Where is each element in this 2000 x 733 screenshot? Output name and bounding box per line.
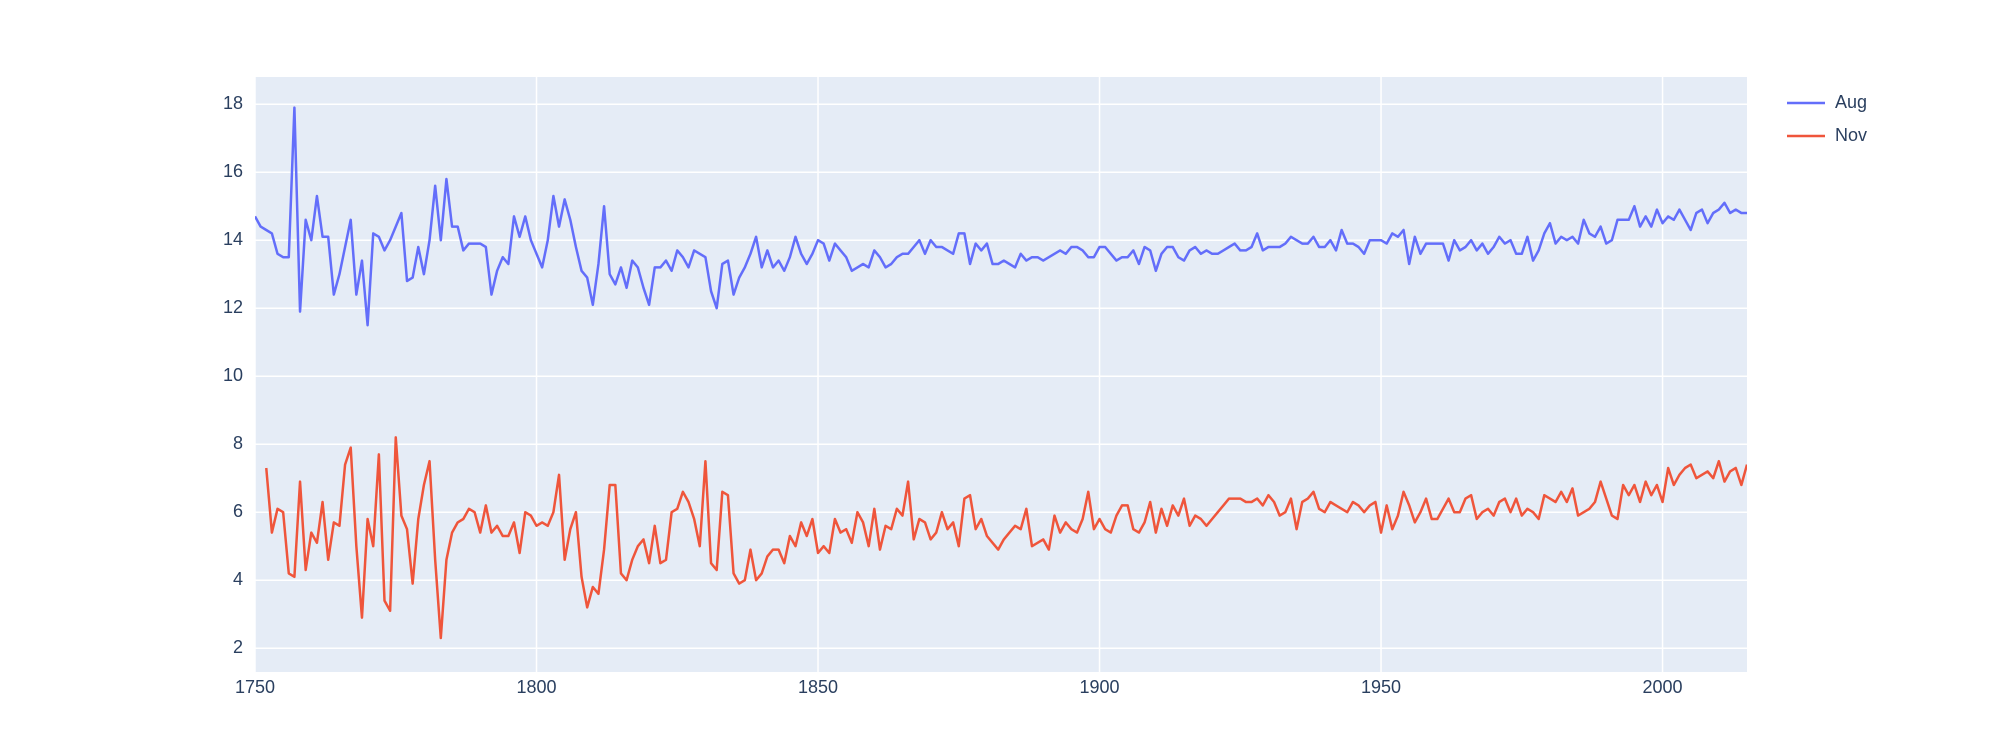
y-tick-label: 4 [233,569,243,589]
x-tick-label: 1900 [1080,677,1120,697]
y-tick-label: 2 [233,637,243,657]
axes: 2 4 6 8 10 12 14 16 18 1750 1800 1850 1900 1950 2000 [223,93,1683,697]
x-tick-label: 1850 [798,677,838,697]
grid [254,77,1747,672]
x-tick-label: 1950 [1361,677,1401,697]
y-tick-label: 18 [223,93,243,113]
x-tick-label: 1750 [235,677,275,697]
legend: Aug Nov [1787,92,1867,145]
legend-label: Aug [1835,92,1867,112]
y-tick-label: 12 [223,297,243,317]
legend-label: Nov [1835,125,1867,145]
x-tick-label: 2000 [1643,677,1683,697]
y-tick-label: 10 [223,365,243,385]
data-line [255,106,1747,327]
y-tick-label: 14 [223,229,243,249]
data-line [265,436,1747,640]
y-tick-label: 16 [223,161,243,181]
y-tick-label: 8 [233,433,243,453]
plot-area [255,77,1747,672]
y-tick-label: 6 [233,501,243,521]
lines [255,106,1747,640]
x-tick-label: 1800 [516,677,556,697]
